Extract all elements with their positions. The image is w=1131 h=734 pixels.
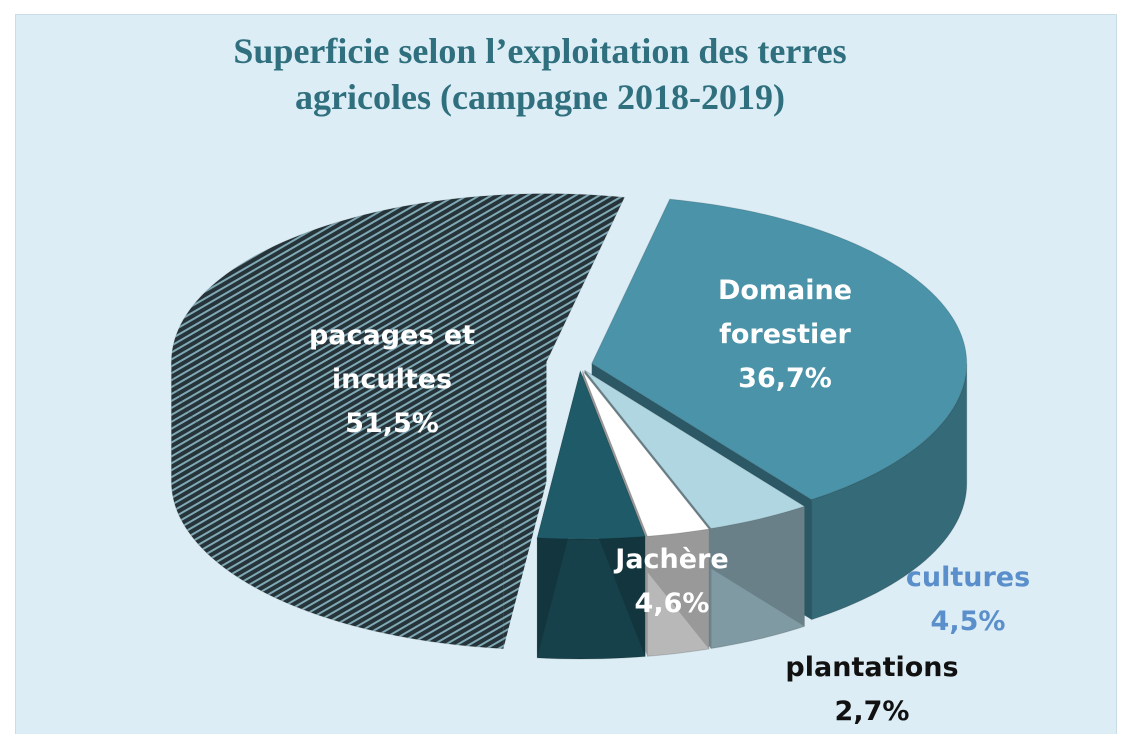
data-label: plantations 2,7%: [762, 646, 982, 734]
slice: [582, 370, 710, 537]
category-label: cultures: [905, 562, 1031, 593]
slice: [584, 369, 806, 530]
value-label: 36,7%: [738, 363, 832, 394]
slice: [170, 193, 626, 530]
value-label: 51,5%: [345, 408, 439, 439]
value-label: 2,7%: [834, 696, 910, 727]
slice-cut: [503, 361, 547, 649]
category-label: pacages et incultes: [308, 320, 476, 395]
data-label: Jachère 4,6%: [562, 538, 782, 626]
data-label: cultures 4,5%: [858, 556, 1078, 644]
slice: [591, 198, 968, 501]
value-label: 4,5%: [930, 606, 1006, 637]
category-label: plantations: [785, 652, 959, 683]
category-label: Domaine forestier: [717, 275, 853, 350]
data-label: pacages et incultes 51,5%: [307, 314, 477, 446]
slice-side: [170, 361, 504, 650]
chart-title: Superficie selon l’exploitation des terr…: [233, 31, 847, 117]
value-label: 4,6%: [634, 588, 710, 619]
data-label: Domaine forestier 36,7%: [675, 269, 895, 401]
category-label: Jachère: [615, 544, 729, 575]
slice: [536, 369, 646, 540]
slice-side: [811, 363, 968, 621]
